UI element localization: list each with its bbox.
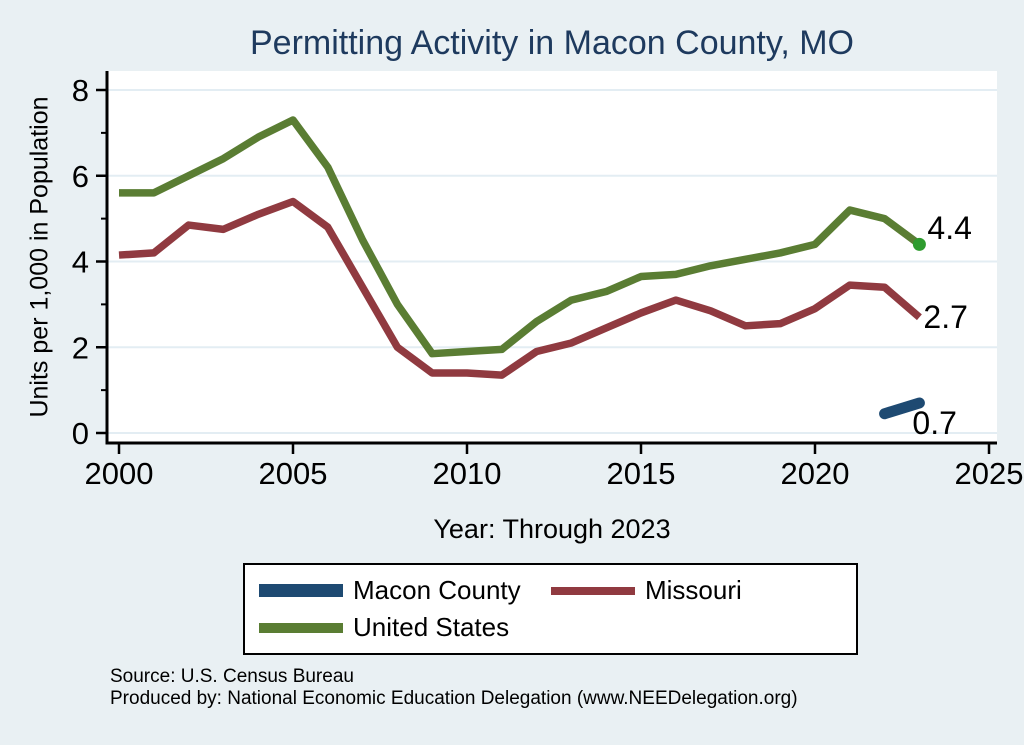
y-tick-label-8: 8 xyxy=(72,73,89,108)
y-tick-label-4: 4 xyxy=(72,245,89,280)
legend-entry-missouri: Missouri xyxy=(551,575,842,606)
legend-label-united-states: United States xyxy=(353,612,510,642)
legend-swatch-macon-county xyxy=(259,584,343,597)
end-label-macon-county: 0.7 xyxy=(912,404,957,441)
x-tick-label-2000: 2000 xyxy=(85,456,154,491)
x-axis-title: Year: Through 2023 xyxy=(433,514,671,544)
series-line-missouri xyxy=(118,197,922,379)
legend-swatch-missouri xyxy=(551,586,635,595)
plot-background xyxy=(107,71,997,443)
source-line: Source: U.S. Census Bureau xyxy=(110,666,354,687)
y-tick-label-0: 0 xyxy=(72,416,89,451)
series-line-us xyxy=(119,116,922,358)
footer: Source: U.S. Census Bureau Produced by: … xyxy=(110,666,798,710)
end-label-united-states: 4.4 xyxy=(927,210,972,247)
legend: Macon County Missouri United States xyxy=(243,563,858,655)
legend-label-macon-county: Macon County xyxy=(353,575,521,605)
legend-entry-united-states: United States xyxy=(259,612,551,643)
end-label-missouri: 2.7 xyxy=(923,299,968,336)
legend-swatch-united-states xyxy=(259,622,343,633)
legend-label-missouri: Missouri xyxy=(645,575,742,605)
x-tick-label-2015: 2015 xyxy=(607,456,676,491)
y-tick-label-6: 6 xyxy=(72,159,89,194)
x-tick-label-2020: 2020 xyxy=(781,456,850,491)
series-end-marker-us xyxy=(912,237,926,251)
legend-entry-macon-county: Macon County xyxy=(259,575,551,606)
chart-title: Permitting Activity in Macon County, MO xyxy=(249,24,854,62)
x-tick-label-2025: 2025 xyxy=(955,456,1024,491)
series-line-macon xyxy=(879,397,925,420)
produced-by-line: Produced by: National Economic Education… xyxy=(110,688,798,709)
x-tick-label-2010: 2010 xyxy=(433,456,502,491)
y-tick-label-2: 2 xyxy=(72,330,89,365)
x-tick-label-2005: 2005 xyxy=(259,456,328,491)
